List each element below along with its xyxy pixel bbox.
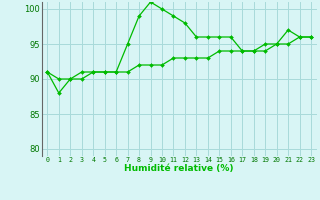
X-axis label: Humidité relative (%): Humidité relative (%) — [124, 164, 234, 173]
